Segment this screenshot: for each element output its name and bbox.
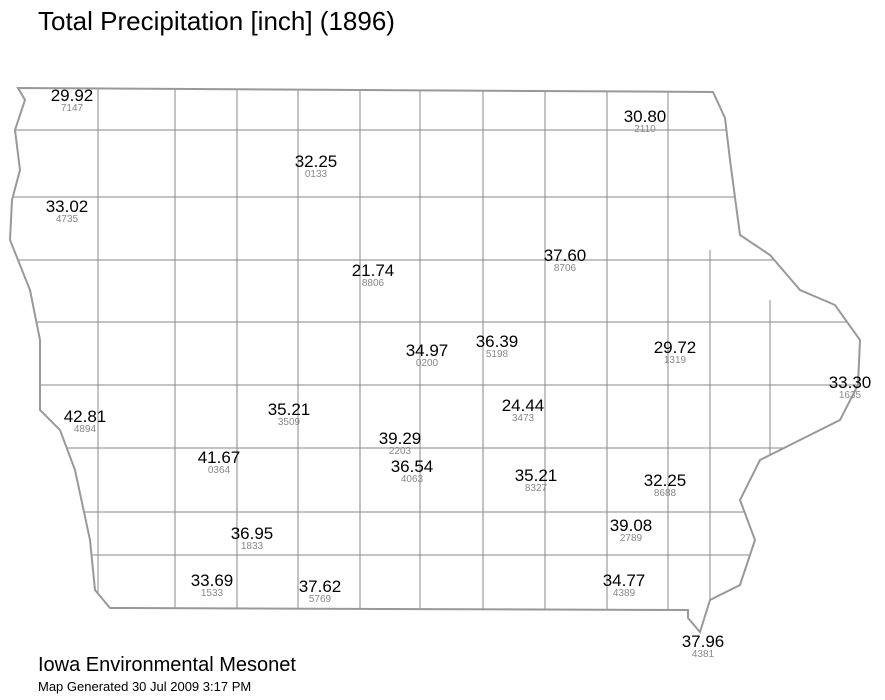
state-outline — [8, 86, 862, 635]
station-id: 8806 — [362, 278, 385, 289]
station-value: 42.81 — [64, 407, 107, 426]
station-value: 37.96 — [682, 632, 725, 651]
station-id: 3509 — [278, 417, 301, 428]
station-value: 21.74 — [352, 261, 395, 280]
station-id: 2203 — [389, 446, 412, 457]
station-value: 33.30 — [829, 373, 872, 392]
station-value: 36.39 — [476, 332, 519, 351]
station-value: 35.21 — [268, 400, 311, 419]
station-id: 8688 — [654, 488, 677, 499]
station-id: 4381 — [692, 649, 715, 660]
station-id: 0200 — [416, 358, 439, 369]
station-id: 1319 — [664, 355, 687, 366]
station-value: 32.25 — [644, 471, 687, 490]
station-id: 4894 — [74, 424, 97, 435]
station-value: 29.92 — [51, 86, 94, 105]
station-id: 8706 — [554, 263, 577, 274]
station-value: 36.95 — [231, 524, 274, 543]
station-id: 2110 — [634, 124, 656, 135]
station-value: 39.29 — [379, 429, 422, 448]
station-value: 33.69 — [191, 571, 234, 590]
county-grid — [10, 88, 860, 610]
station-value: 32.25 — [295, 152, 338, 171]
station-value: 34.97 — [406, 341, 449, 360]
station-id: 8327 — [525, 483, 548, 494]
map-title: Total Precipitation [inch] (1896) — [38, 6, 395, 36]
organization: Iowa Environmental Mesonet — [38, 654, 296, 676]
station-value: 39.08 — [610, 516, 653, 535]
station-id: 1635 — [839, 390, 862, 401]
station-value: 36.54 — [391, 457, 434, 476]
station-value: 30.80 — [624, 107, 667, 126]
station-value: 34.77 — [603, 571, 646, 590]
station-id: 4735 — [56, 214, 79, 225]
station-id: 4389 — [613, 588, 636, 599]
generated-note: Map Generated 30 Jul 2009 3:17 PM — [38, 679, 251, 694]
station-id: 0133 — [305, 169, 328, 180]
station-value: 37.60 — [544, 246, 587, 265]
station-id: 5769 — [309, 594, 332, 605]
station-id: 1533 — [201, 588, 224, 599]
station-id: 5198 — [486, 349, 509, 360]
station-id: 0364 — [208, 465, 231, 476]
station-value: 24.44 — [502, 396, 545, 415]
station-value: 41.67 — [198, 448, 241, 467]
station-id: 4063 — [401, 474, 424, 485]
station-value: 29.72 — [654, 338, 697, 357]
station-id: 1833 — [241, 541, 264, 552]
station-value: 33.02 — [46, 197, 89, 216]
station-id: 2789 — [620, 533, 643, 544]
station-value: 37.62 — [299, 577, 342, 596]
station-value: 35.21 — [515, 466, 558, 485]
station-id: 3473 — [512, 413, 535, 424]
station-id: 7147 — [61, 103, 84, 114]
